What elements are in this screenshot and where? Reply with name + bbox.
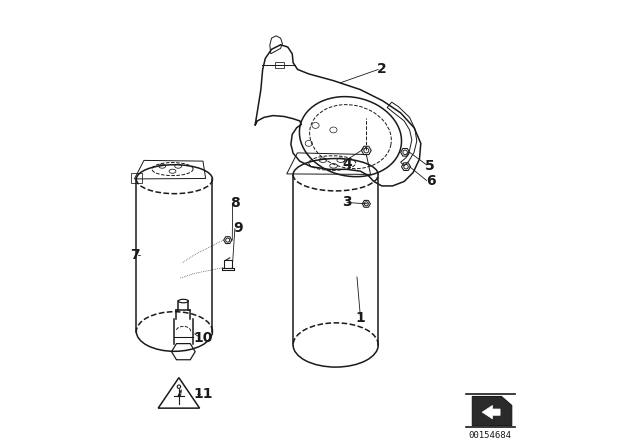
Text: 1: 1 [355, 311, 365, 325]
Polygon shape [482, 405, 500, 419]
Text: 5: 5 [425, 159, 435, 173]
Text: 2: 2 [377, 62, 387, 77]
Text: 4: 4 [342, 156, 352, 171]
Text: 8: 8 [230, 196, 240, 211]
Text: 00154684: 00154684 [468, 431, 512, 440]
Text: 10: 10 [194, 331, 213, 345]
Text: 11: 11 [194, 387, 213, 401]
Text: 9: 9 [234, 221, 243, 236]
Polygon shape [472, 396, 512, 426]
Text: 3: 3 [342, 195, 352, 210]
Text: 7: 7 [131, 248, 140, 263]
Text: 6: 6 [426, 174, 436, 189]
